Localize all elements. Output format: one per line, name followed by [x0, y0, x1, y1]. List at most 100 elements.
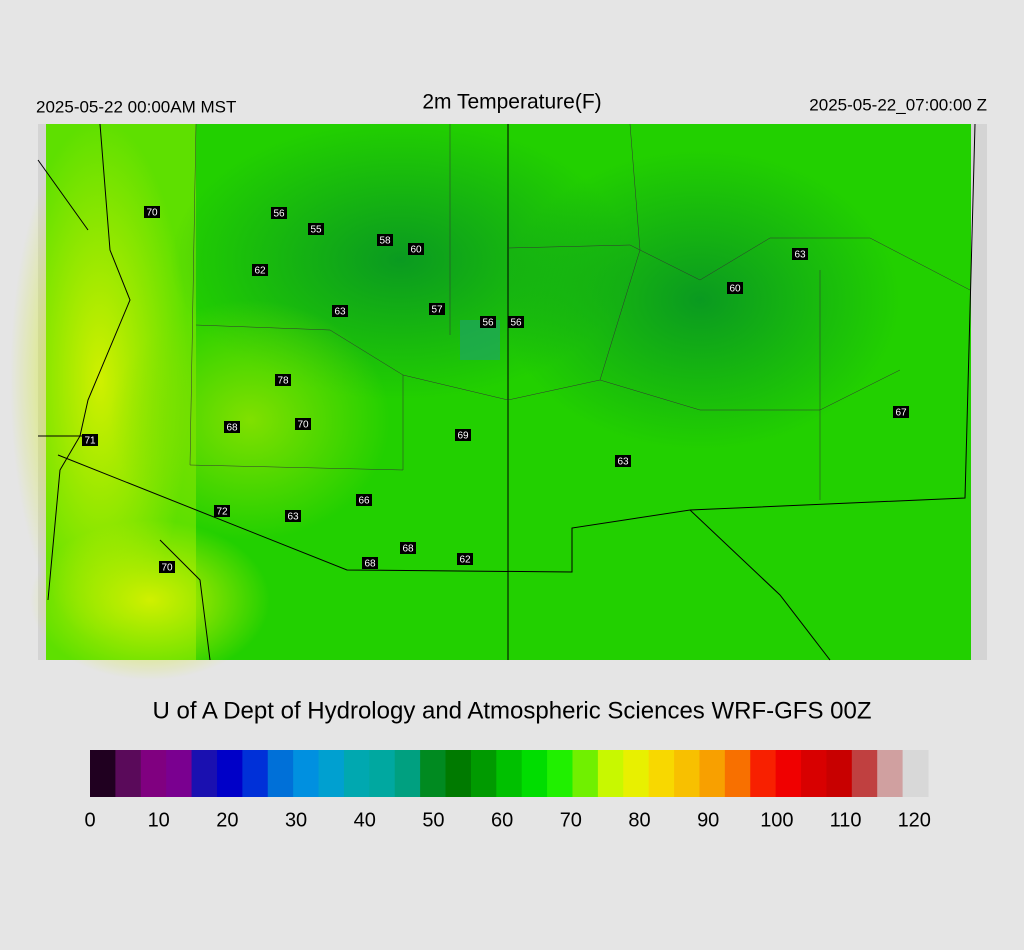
station-box [275, 374, 291, 386]
color-swatch [369, 750, 396, 797]
station-box [82, 434, 98, 446]
station-value: 70 [146, 208, 158, 219]
station-box [308, 223, 324, 235]
color-swatch [420, 750, 447, 797]
station-box [144, 206, 160, 218]
station-box [362, 557, 378, 569]
tick-label: 60 [491, 809, 513, 831]
station-value: 58 [379, 236, 391, 247]
station-value: 63 [617, 457, 629, 468]
color-swatch [775, 750, 802, 797]
station-box [271, 207, 287, 219]
color-swatch [293, 750, 320, 797]
station-box [224, 421, 240, 433]
tick-label: 40 [354, 809, 376, 831]
station-value: 78 [277, 376, 289, 387]
station-value: 63 [334, 307, 346, 318]
tick-label: 100 [760, 809, 793, 831]
color-swatch [674, 750, 700, 797]
station-box [214, 505, 230, 517]
color-swatch [750, 750, 777, 797]
color-swatch [597, 750, 624, 797]
tick-label: 80 [628, 809, 650, 831]
station-box [893, 406, 909, 418]
station-value: 70 [297, 420, 309, 431]
station-value: 68 [226, 423, 238, 434]
color-swatch [445, 750, 472, 797]
color-swatch [90, 750, 116, 797]
station-value: 70 [161, 563, 173, 574]
station-box [295, 418, 311, 430]
station-value: 68 [364, 559, 376, 570]
station-value: 56 [510, 318, 522, 329]
tick-label: 70 [560, 809, 582, 831]
color-swatch [343, 750, 370, 797]
color-swatch [648, 750, 675, 797]
credit: U of A Dept of Hydrology and Atmospheric… [153, 697, 872, 724]
station-box [615, 455, 631, 467]
station-value: 55 [310, 225, 322, 236]
station-value: 62 [254, 266, 266, 277]
station-box [455, 429, 471, 441]
color-swatch [547, 750, 573, 797]
color-swatch [851, 750, 878, 797]
map-title: 2m Temperature(F) [422, 91, 601, 114]
color-swatch [521, 750, 548, 797]
color-swatch [470, 750, 497, 797]
color-swatch [623, 750, 650, 797]
tick-label: 10 [148, 809, 170, 831]
station-value: 62 [459, 555, 471, 566]
color-swatch [801, 750, 827, 797]
station-box [408, 243, 424, 255]
station-box [252, 264, 268, 276]
tick-label: 20 [216, 809, 238, 831]
station-value: 72 [216, 507, 228, 518]
color-swatch [166, 750, 193, 797]
station-box [285, 510, 301, 522]
color-swatch [318, 750, 345, 797]
color-swatch [496, 750, 523, 797]
station-value: 56 [273, 209, 285, 220]
color-swatch [724, 750, 751, 797]
tick-label: 110 [830, 809, 862, 831]
station-box [480, 316, 496, 328]
station-box [508, 316, 524, 328]
station-value: 71 [84, 436, 96, 447]
station-value: 63 [287, 512, 299, 523]
utc-time: 2025-05-22_07:00:00 Z [809, 95, 987, 114]
color-swatch [191, 750, 218, 797]
station-box [727, 282, 743, 294]
station-value: 56 [482, 318, 494, 329]
color-swatch [826, 750, 853, 797]
tick-label: 50 [422, 809, 444, 831]
valid-time: 2025-05-22 00:00AM MST [36, 97, 236, 116]
station-value: 57 [431, 305, 443, 316]
color-swatch [115, 750, 142, 797]
station-box [377, 234, 393, 246]
tick-label: 120 [898, 809, 931, 831]
color-swatch [140, 750, 167, 797]
color-swatch [572, 750, 599, 797]
tick-label: 0 [84, 809, 95, 831]
station-box [356, 494, 372, 506]
station-box [400, 542, 416, 554]
color-swatch [242, 750, 269, 797]
color-swatch [699, 750, 726, 797]
station-box [159, 561, 175, 573]
station-value: 63 [794, 250, 806, 261]
map [10, 120, 987, 680]
station-value: 60 [410, 245, 422, 256]
tick-label: 30 [285, 809, 307, 831]
tick-label: 90 [697, 809, 719, 831]
station-value: 67 [895, 408, 907, 419]
station-value: 69 [457, 431, 469, 442]
station-value: 66 [358, 496, 370, 507]
station-labels: 70 56 55 58 60 62 63 57 56 56 63 60 78 68 70 71 69 63 67 66… [82, 206, 909, 574]
station-value: 60 [729, 284, 741, 295]
colorbar: 0 10 20 30 40 50 60 70 80 90 100 110 120 [84, 750, 931, 831]
station-value: 68 [402, 544, 414, 555]
color-swatch [216, 750, 243, 797]
station-box [429, 303, 445, 315]
color-swatch [394, 750, 421, 797]
